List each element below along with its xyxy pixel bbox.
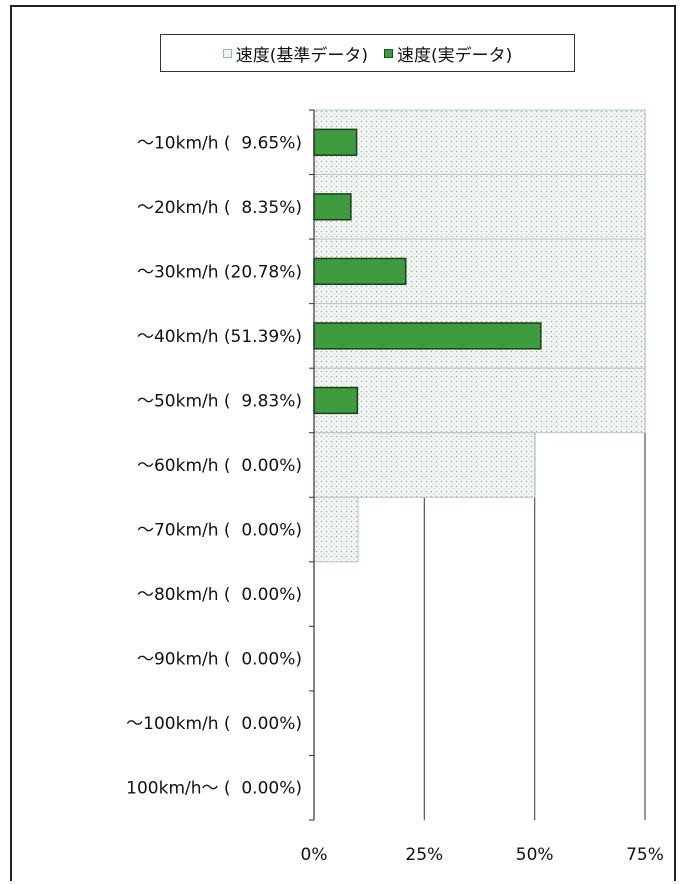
x-tick-label-1: 25% bbox=[405, 845, 443, 865]
series-base bbox=[313, 109, 646, 563]
base-bar-4 bbox=[313, 367, 646, 434]
actual-bar-1 bbox=[313, 193, 352, 221]
legend-label-base: 速度(基準データ) bbox=[235, 45, 368, 66]
y-axis bbox=[309, 109, 315, 821]
x-tick-label-2: 50% bbox=[516, 845, 554, 865]
category-label-1: ～20km/h ( 8.35%) bbox=[137, 198, 302, 218]
category-label-5: ～60km/h ( 0.00%) bbox=[137, 456, 302, 476]
actual-bar-2 bbox=[313, 257, 407, 286]
actual-bar-3 bbox=[313, 322, 542, 350]
base-bar-6 bbox=[313, 496, 359, 563]
actual-bar-4 bbox=[313, 386, 359, 415]
legend-label-actual: 速度(実データ) bbox=[397, 45, 513, 66]
base-bar-0 bbox=[313, 109, 646, 176]
category-label-2: ～30km/h (20.78%) bbox=[137, 262, 302, 282]
legend-item-base: 速度(基準データ) bbox=[222, 41, 368, 66]
legend-swatch-actual bbox=[384, 48, 393, 58]
x-tick-labels: 0% 25% 50% 75% bbox=[301, 845, 664, 865]
category-label-0: ～10km/h ( 9.65%) bbox=[137, 133, 302, 153]
category-label-8: ～90km/h ( 0.00%) bbox=[137, 650, 302, 670]
chart-frame bbox=[10, 5, 676, 881]
legend-item-actual: 速度(実データ) bbox=[384, 41, 512, 66]
base-bar-1 bbox=[313, 174, 646, 240]
x-tick-label-0: 0% bbox=[301, 845, 328, 865]
x-tick-label-3: 75% bbox=[626, 845, 664, 865]
category-labels: ～10km/h ( 9.65%) ～20km/h ( 8.35%) ～30km/h … bbox=[126, 133, 302, 798]
legend-swatch-base bbox=[222, 48, 232, 58]
category-label-10: 100km/h～ ( 0.00%) bbox=[126, 779, 302, 799]
category-label-9: ～100km/h ( 0.00%) bbox=[126, 714, 302, 734]
category-label-7: ～80km/h ( 0.00%) bbox=[137, 585, 302, 605]
category-label-6: ～70km/h ( 0.00%) bbox=[137, 521, 302, 541]
base-bar-5 bbox=[313, 432, 536, 498]
category-label-4: ～50km/h ( 9.83%) bbox=[137, 391, 302, 411]
actual-bar-0 bbox=[313, 128, 358, 156]
category-label-3: ～40km/h (51.39%) bbox=[137, 327, 302, 347]
chart-legend: 速度(基準データ) 速度(実データ) bbox=[160, 34, 575, 72]
series-actual bbox=[313, 128, 542, 415]
